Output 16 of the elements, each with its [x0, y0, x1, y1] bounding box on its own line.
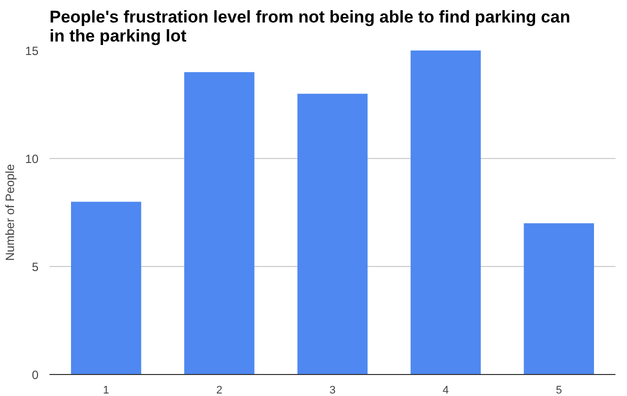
y-axis-title: Number of People — [3, 164, 18, 261]
x-tick-label: 3 — [329, 384, 336, 396]
x-tick-label: 4 — [442, 384, 449, 396]
bar — [524, 223, 594, 374]
bar — [71, 202, 142, 374]
y-tick-label: 0 — [32, 368, 39, 382]
y-tick-label: 5 — [32, 260, 39, 274]
bar — [297, 94, 368, 374]
bar — [184, 72, 254, 374]
bar — [410, 50, 481, 374]
chart-title: People's frustration level from not being able to find parking can in the parking lot — [50, 8, 570, 46]
x-tick-label: 2 — [216, 384, 222, 396]
y-tick-label: 10 — [25, 152, 39, 166]
x-tick-label: 1 — [103, 384, 110, 396]
x-tick-label: 5 — [556, 384, 562, 396]
y-tick-label: 15 — [25, 44, 39, 58]
